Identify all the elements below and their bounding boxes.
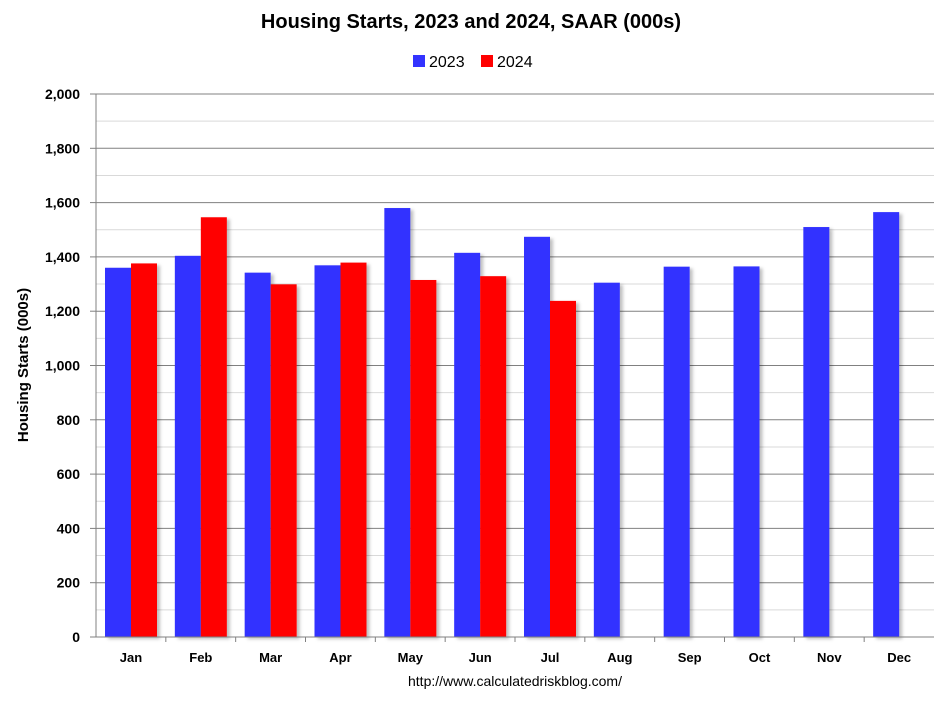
legend-swatch-2023 <box>413 55 425 67</box>
y-tick-label: 1,800 <box>45 140 80 156</box>
y-tick-label: 2,000 <box>45 86 80 102</box>
bar-2024-may <box>410 279 437 637</box>
y-tick-label: 200 <box>57 575 81 591</box>
y-axis-label: Housing Starts (000s) <box>15 288 32 442</box>
bar-2023-oct <box>733 266 760 637</box>
bar-2024-jun <box>480 276 507 637</box>
x-tick-label-oct: Oct <box>749 650 771 665</box>
legend-label-2024: 2024 <box>497 54 533 71</box>
y-tick-label: 1,200 <box>45 303 80 319</box>
axes <box>95 94 934 642</box>
bars <box>105 208 900 638</box>
gridlines <box>90 93 934 638</box>
bar-2023-jul <box>524 236 550 637</box>
x-tick-label-may: May <box>398 650 424 665</box>
x-tick-label-feb: Feb <box>189 650 212 665</box>
legend-swatch-2024 <box>481 55 493 67</box>
legend: 2023 2024 <box>413 54 533 71</box>
x-tick-label-aug: Aug <box>607 650 632 665</box>
bar-2023-jan <box>105 267 131 637</box>
bar-2023-mar <box>244 272 271 637</box>
y-tick-label: 1,000 <box>45 358 80 374</box>
bar-2023-feb <box>174 255 201 637</box>
x-tick-labels: Jan Feb Mar Apr May Jun Jul Aug Sep Oct Nov Dec <box>120 650 911 665</box>
bar-2024-mar <box>270 284 297 637</box>
y-tick-labels: 0 200 400 600 800 1,000 1,200 1,400 1,600 1,800 2,… <box>45 86 80 645</box>
chart-title: Housing Starts, 2023 and 2024, SAAR (000… <box>261 11 681 33</box>
x-tick-label-jun: Jun <box>469 650 492 665</box>
y-tick-label: 1,600 <box>45 195 80 211</box>
y-tick-label: 800 <box>57 412 81 428</box>
bar-2024-jul <box>550 300 576 637</box>
x-tick-label-dec: Dec <box>887 650 911 665</box>
x-tick-label-jul: Jul <box>541 650 560 665</box>
x-tick-label-jan: Jan <box>120 650 142 665</box>
y-tick-label: 1,400 <box>45 249 80 265</box>
bar-2023-aug <box>593 282 620 637</box>
bar-2024-jan <box>131 263 157 637</box>
x-tick-label-sep: Sep <box>678 650 702 665</box>
y-tick-label: 400 <box>57 520 81 536</box>
legend-label-2023: 2023 <box>429 54 465 71</box>
bar-2023-dec <box>873 212 900 638</box>
x-tick-label-nov: Nov <box>817 650 842 665</box>
bar-2023-sep <box>663 266 690 637</box>
bar-2023-may <box>384 208 411 637</box>
bar-2024-feb <box>200 217 227 638</box>
source-url: http://www.calculatedriskblog.com/ <box>408 673 622 689</box>
bar-2023-jun <box>454 252 481 637</box>
y-tick-label: 0 <box>72 629 80 645</box>
y-tick-label: 600 <box>57 466 81 482</box>
bar-2023-nov <box>803 227 830 637</box>
bar-2023-apr <box>314 265 341 637</box>
x-tick-label-mar: Mar <box>259 650 282 665</box>
bar-2024-apr <box>340 262 367 637</box>
x-tick-label-apr: Apr <box>329 650 351 665</box>
